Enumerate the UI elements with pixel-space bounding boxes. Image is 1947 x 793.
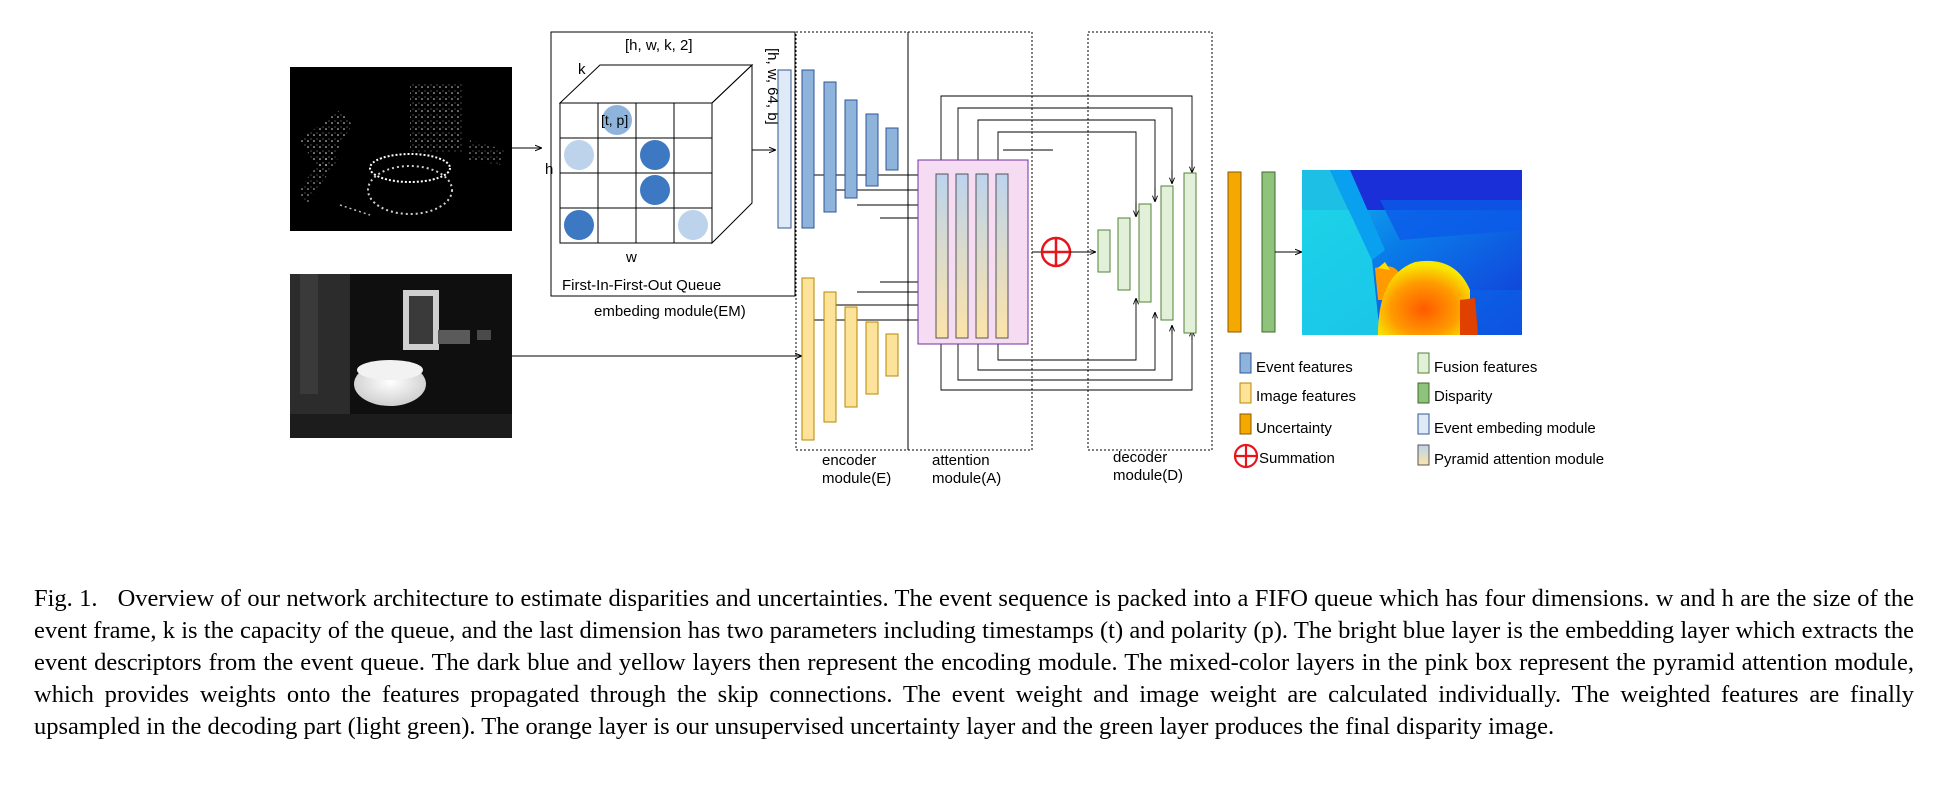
fusion-decoder-layer <box>1097 229 1111 273</box>
intensity-frame-image <box>290 274 512 438</box>
image-encoder-layer <box>885 333 899 377</box>
image-encoder-layer <box>801 277 815 441</box>
embedding-layer <box>777 69 792 229</box>
fusion-decoder-layer <box>1160 185 1174 321</box>
attention-layer <box>975 173 989 339</box>
queue-event-dot <box>640 140 670 170</box>
decoder-layers <box>1097 172 1197 334</box>
summation-icon <box>1233 443 1259 469</box>
summation-icon <box>1040 236 1072 268</box>
attention-module-label: module(A) <box>932 470 1001 487</box>
decoder-module-box <box>1087 31 1213 451</box>
image-encoder-layer <box>823 291 837 423</box>
pyramid-attention-box <box>917 159 1029 345</box>
fifo-queue-cube <box>558 63 754 245</box>
attention-module-box <box>907 31 1033 451</box>
legend-swatch <box>1239 352 1252 374</box>
architecture-diagram: [h, w, k, 2] k h w [t, p] First-In-First… <box>290 31 1604 487</box>
fusion-decoder-layer <box>1183 172 1197 334</box>
attention-layers <box>935 173 1009 339</box>
queue-event-dot <box>602 105 632 135</box>
attention-layer <box>955 173 969 339</box>
queue-k-label: k <box>578 61 586 78</box>
queue-cell-label: [t, p] <box>601 112 628 128</box>
caption-text: Overview of our network architecture to … <box>34 585 1914 740</box>
architecture-figure: [h, w, k, 2] k h w [t, p] First-In-First… <box>290 31 1604 487</box>
legend-label: Summation <box>1259 450 1335 467</box>
legend-label: Disparity <box>1434 388 1493 405</box>
queue-event-dot <box>678 210 708 240</box>
skip-connections <box>940 95 1193 391</box>
decoder-module-label: module(D) <box>1113 467 1183 484</box>
figure-number: Fig. 1. <box>34 585 98 612</box>
encoder-image-layers <box>801 277 899 441</box>
legend-swatch <box>1417 382 1430 404</box>
embed-dims-label: [h, w, 64, b] <box>764 48 781 125</box>
legend-swatch <box>1417 444 1430 466</box>
event-frame-image <box>290 67 512 231</box>
disparity-output-image <box>1302 170 1522 335</box>
legend-label: Image features <box>1256 388 1356 405</box>
disparity-layer <box>1261 171 1276 333</box>
event-encoder-layer <box>844 99 858 199</box>
queue-h-label: h <box>545 161 553 178</box>
fusion-decoder-layer <box>1138 203 1152 303</box>
queue-event-dot <box>564 210 594 240</box>
figure-caption: Fig. 1. Overview of our network architect… <box>34 583 1914 743</box>
uncertainty-layer <box>1227 171 1242 333</box>
event-encoder-layer <box>801 69 815 229</box>
queue-w-label: w <box>625 249 637 266</box>
legend-label: Event embeding module <box>1434 420 1596 437</box>
legend-label: Fusion features <box>1434 359 1537 376</box>
queue-event-dot <box>640 175 670 205</box>
event-encoder-layer <box>865 113 879 187</box>
event-encoder-layer <box>885 127 899 171</box>
queue-dims-label: [h, w, k, 2] <box>625 37 693 54</box>
legend-swatch <box>1417 413 1430 435</box>
attention-layer <box>995 173 1009 339</box>
encoder-module-label: module(E) <box>822 470 891 487</box>
event-encoder-layer <box>823 81 837 213</box>
attention-module-label: attention <box>932 452 990 469</box>
image-encoder-layer <box>865 321 879 395</box>
embedding-module-label: embeding module(EM) <box>594 303 746 320</box>
encoder-event-layers <box>801 69 899 229</box>
legend-label: Uncertainty <box>1256 420 1332 437</box>
legend-swatch <box>1239 413 1252 435</box>
legend-swatch <box>1239 382 1252 404</box>
decoder-module-label: decoder <box>1113 449 1167 466</box>
fusion-decoder-layer <box>1117 217 1131 291</box>
embedding-module-box <box>550 31 796 297</box>
attention-layer <box>935 173 949 339</box>
legend-swatch <box>1417 352 1430 374</box>
image-encoder-layer <box>844 306 858 408</box>
queue-label: First-In-First-Out Queue <box>562 277 721 294</box>
encoder-module-box <box>795 31 909 451</box>
queue-event-dot <box>564 140 594 170</box>
legend-label: Pyramid attention module <box>1434 451 1604 468</box>
encoder-module-label: encoder <box>822 452 876 469</box>
legend: Event features Fusion features Image fea… <box>1233 352 1604 469</box>
legend-label: Event features <box>1256 359 1353 376</box>
